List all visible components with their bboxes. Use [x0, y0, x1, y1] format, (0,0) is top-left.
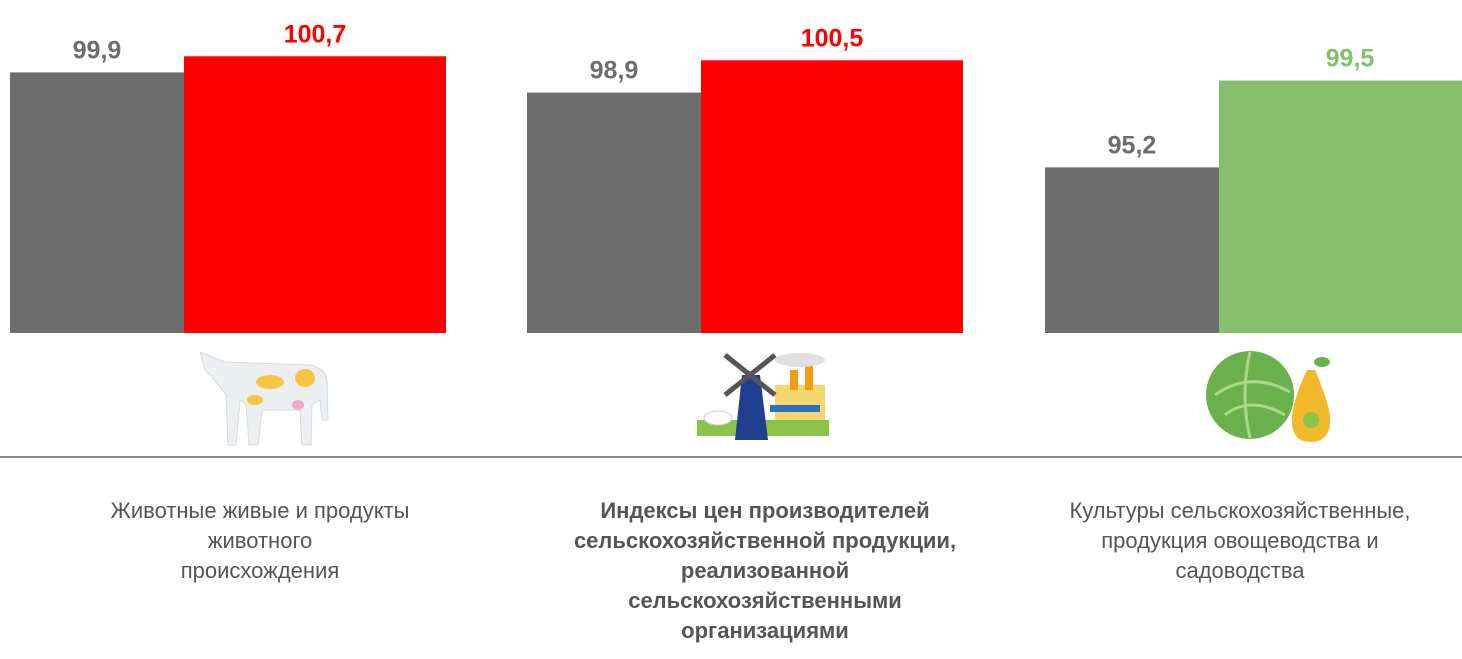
- bar: [10, 72, 184, 333]
- value-label: 98,9: [590, 57, 639, 85]
- category-label: Индексы цен производителей сельскохозяйс…: [535, 496, 995, 646]
- vegetable-icon: [1206, 351, 1330, 442]
- value-label: 99,5: [1326, 45, 1375, 73]
- category-label: Культуры сельскохозяйственные, продукция…: [1010, 496, 1462, 586]
- value-label: 99,9: [73, 36, 122, 64]
- value-label: 100,5: [801, 24, 864, 52]
- bar: [701, 60, 963, 333]
- bar: [1045, 167, 1219, 333]
- page: 99,9 100,7 98,9 100,5 95,2 99,5 Животные живы…: [0, 0, 1462, 659]
- value-label: 95,2: [1108, 131, 1157, 159]
- cow-icon: [200, 352, 328, 445]
- farm-icon: [697, 353, 829, 440]
- bar: [527, 93, 701, 333]
- category-label: Животные живые и продукты животного прои…: [30, 496, 490, 586]
- value-label: 100,7: [284, 20, 347, 48]
- bar: [184, 56, 446, 333]
- bar: [1219, 81, 1462, 334]
